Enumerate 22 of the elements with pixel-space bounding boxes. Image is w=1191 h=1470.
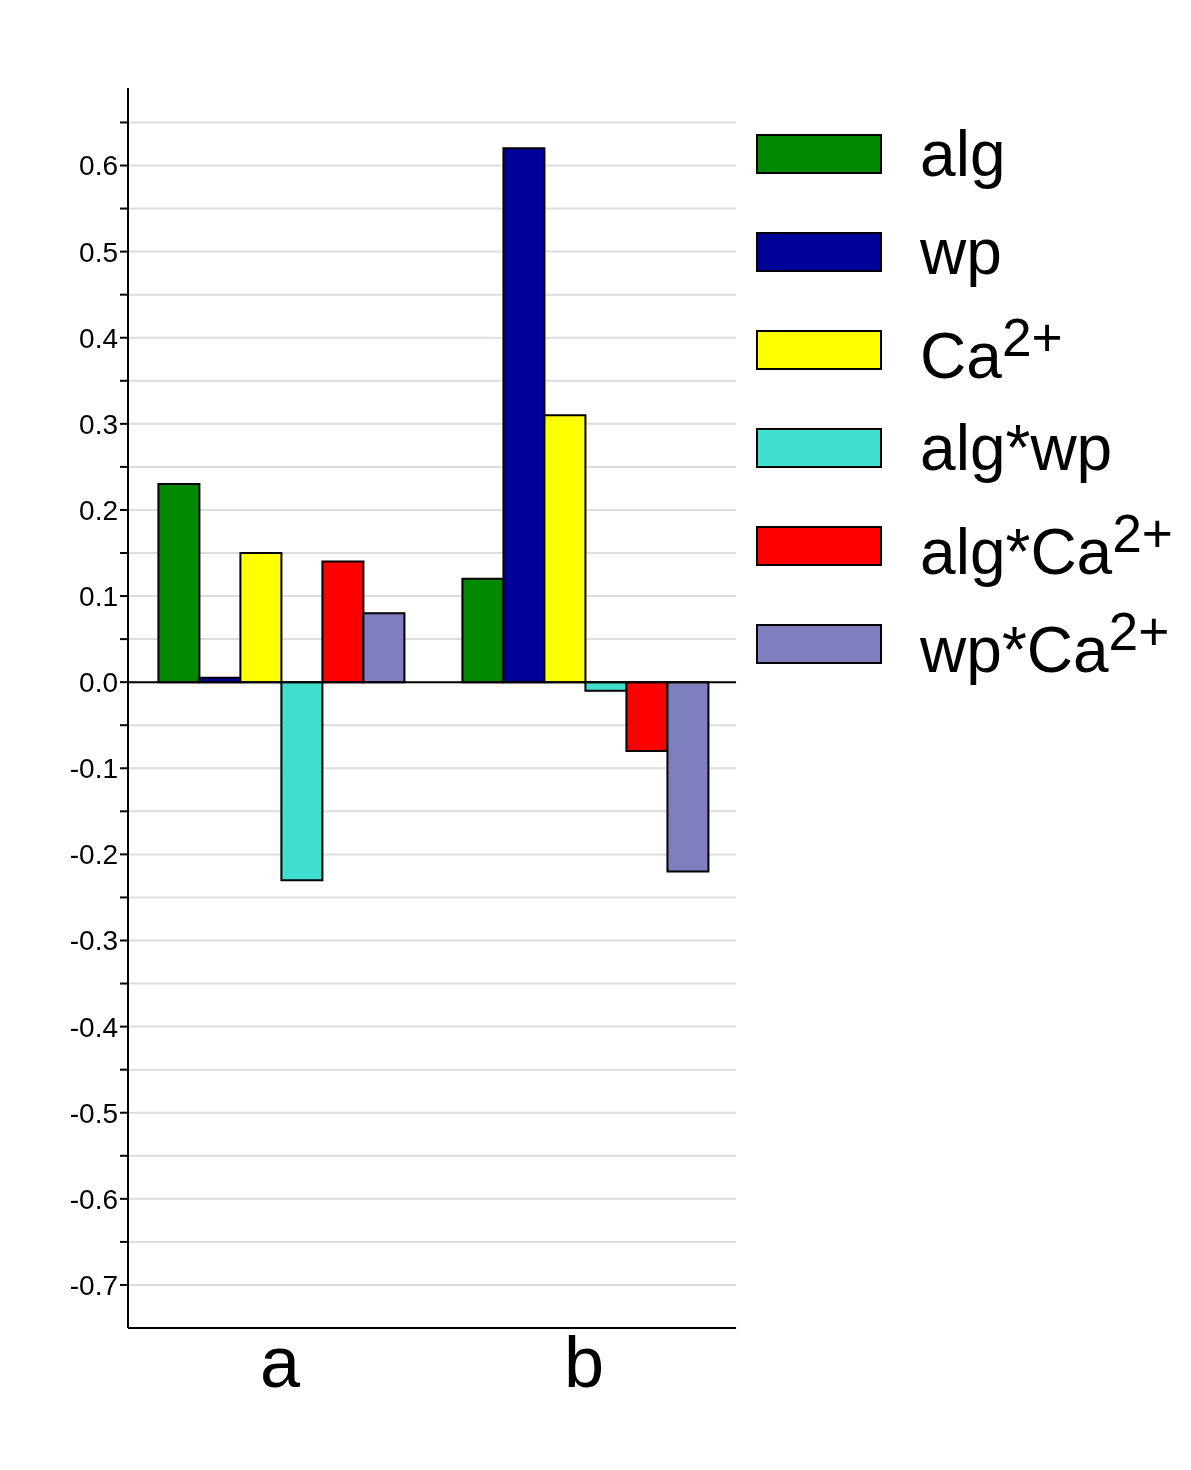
y-tick-label: -0.7 [69,1269,118,1301]
y-tick-label: 0.1 [79,581,118,612]
y-tick-label: 0.4 [79,322,118,354]
legend-label: alg*wp [920,412,1113,484]
legend-label: alg [920,118,1006,190]
y-tick-label: -0.5 [69,1097,118,1129]
x-tick-label: b [564,1322,605,1403]
legend-label: wp*Ca$^{2+}$ [920,602,1170,687]
y-tick-label: -0.1 [69,753,118,785]
y-tick-label: 0.5 [79,236,118,268]
y-tick-label: -0.3 [69,925,118,957]
y-tick-label: -0.6 [69,1183,118,1215]
y-tick-label: -0.4 [69,1011,118,1043]
y-tick-label: 0.2 [79,494,118,526]
legend-label: wp [920,216,1002,288]
y-tick-label: 0.0 [79,667,118,699]
legend-label: alg*Ca$^{2+}$ [920,504,1173,589]
legend-label: Ca$^{2+}$ [920,308,1063,393]
x-tick-label: a [259,1322,301,1403]
y-tick-label: -0.2 [69,839,118,871]
y-tick-label: 0.6 [79,150,118,182]
y-tick-label: 0.3 [79,408,118,440]
